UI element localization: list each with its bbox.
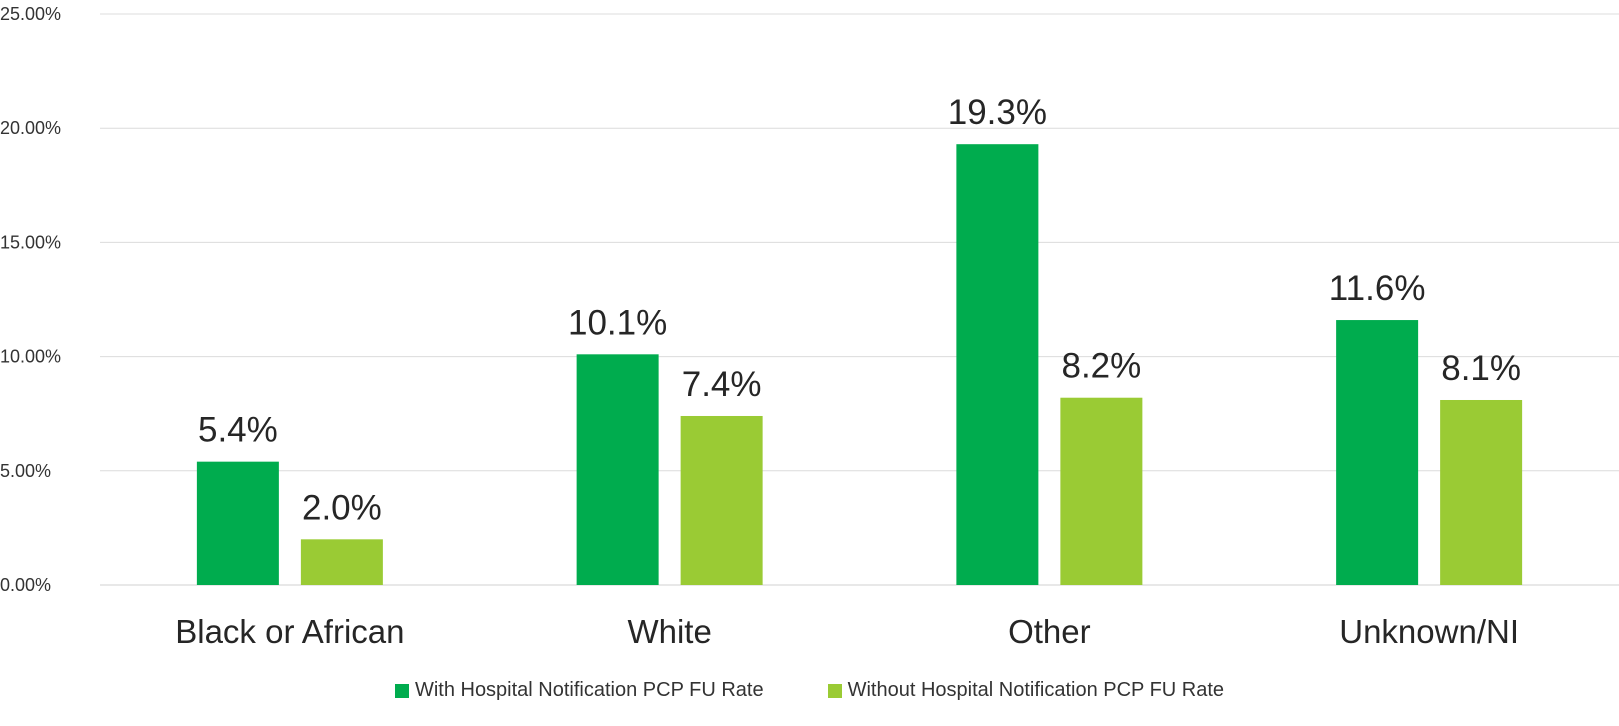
- data-label: 8.2%: [1061, 347, 1141, 386]
- x-tick-label: Unknown/NI: [1339, 613, 1519, 650]
- bar: [1336, 320, 1419, 585]
- y-tick-label: 25.00%: [0, 4, 61, 24]
- data-label: 5.4%: [198, 411, 278, 450]
- legend-label-with-notification: With Hospital Notification PCP FU Rate: [414, 679, 764, 701]
- y-tick-label: 10.00%: [0, 347, 61, 367]
- x-tick-label: White: [627, 613, 711, 650]
- chart-legend: With Hospital Notification PCP FU Rate W…: [0, 679, 1619, 702]
- bar: [1060, 397, 1143, 585]
- legend-swatch-with-notification: [394, 683, 409, 698]
- y-tick-label: 15.00%: [0, 232, 61, 252]
- data-label: 19.3%: [948, 93, 1047, 132]
- bar: [956, 144, 1039, 586]
- data-label: 7.4%: [682, 365, 762, 404]
- y-tick-label: 20.00%: [0, 118, 61, 138]
- bar: [680, 415, 763, 585]
- legend-item-without-notification: Without Hospital Notification PCP FU Rat…: [827, 679, 1225, 702]
- bar: [1440, 399, 1523, 585]
- bar: [576, 354, 659, 585]
- y-tick-label: 5.00%: [0, 461, 51, 481]
- bar-chart: 0.00% 5.00% 10.00% 15.00% 20.00% 25.00% 5.4% 2.…: [0, 4, 1619, 650]
- data-label: 10.1%: [568, 303, 667, 342]
- data-label: 2.0%: [302, 488, 382, 527]
- data-label: 8.1%: [1441, 349, 1521, 388]
- legend-item-with-notification: With Hospital Notification PCP FU Rate: [394, 679, 764, 702]
- x-tick-label: Other: [1008, 613, 1091, 650]
- data-label: 11.6%: [1329, 269, 1426, 308]
- x-tick-label: Black or African: [175, 613, 404, 650]
- bar: [300, 539, 383, 585]
- y-tick-label: 0.00%: [0, 575, 51, 595]
- bar: [196, 461, 279, 585]
- legend-label-without-notification: Without Hospital Notification PCP FU Rat…: [847, 679, 1225, 701]
- legend-swatch-without-notification: [827, 683, 842, 698]
